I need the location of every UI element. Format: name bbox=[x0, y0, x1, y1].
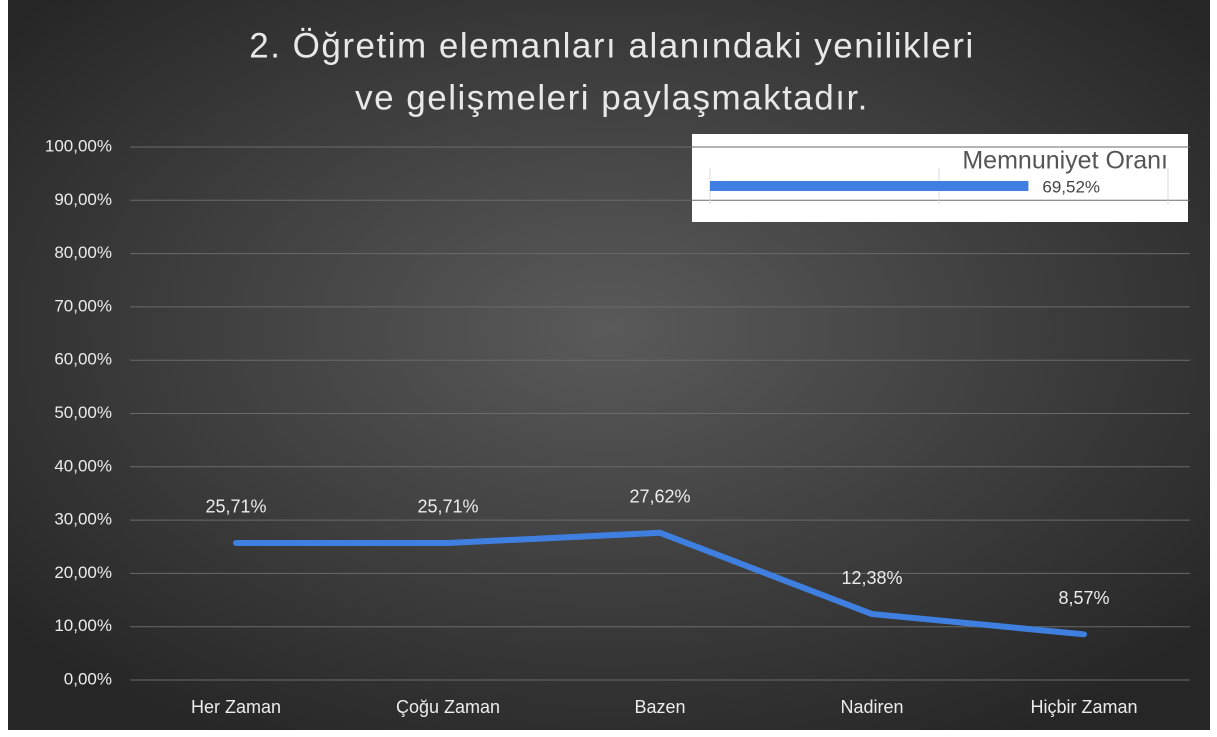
y-tick-label: 10,00% bbox=[54, 616, 112, 635]
data-label: 69,52% bbox=[1042, 177, 1100, 196]
data-label: 12,38% bbox=[841, 568, 902, 588]
x-tick-label: Her Zaman bbox=[191, 697, 281, 717]
y-tick-label: 30,00% bbox=[54, 510, 112, 529]
y-tick-label: 60,00% bbox=[54, 350, 112, 369]
y-tick-label: 80,00% bbox=[54, 243, 112, 262]
y-tick-label: 0,00% bbox=[64, 669, 112, 688]
x-tick-label: Hiçbir Zaman bbox=[1030, 697, 1137, 717]
data-label: 8,57% bbox=[1058, 588, 1109, 608]
data-label: 25,71% bbox=[205, 497, 266, 517]
x-tick-label: Nadiren bbox=[840, 697, 903, 717]
y-tick-label: 100,00% bbox=[45, 136, 112, 155]
chart-title: ve gelişmeleri paylaşmaktadır. bbox=[355, 78, 869, 117]
chart-title: 2. Öğretim elemanları alanındaki yenilik… bbox=[249, 26, 974, 65]
inset-chart-background bbox=[692, 134, 1188, 222]
y-tick-label: 50,00% bbox=[54, 403, 112, 422]
bar bbox=[710, 181, 1029, 191]
y-tick-label: 20,00% bbox=[54, 563, 112, 582]
data-line bbox=[233, 529, 1087, 638]
data-label: 27,62% bbox=[629, 487, 690, 507]
x-tick-label: Çoğu Zaman bbox=[396, 697, 500, 717]
inset-chart-title: Memnuniyet Oranı bbox=[962, 147, 1168, 175]
chart-background bbox=[8, 0, 1210, 730]
data-label: 25,71% bbox=[417, 497, 478, 517]
y-tick-label: 70,00% bbox=[54, 296, 112, 315]
x-tick-label: Bazen bbox=[634, 697, 685, 717]
y-tick-label: 90,00% bbox=[54, 190, 112, 209]
y-tick-label: 40,00% bbox=[54, 456, 112, 475]
